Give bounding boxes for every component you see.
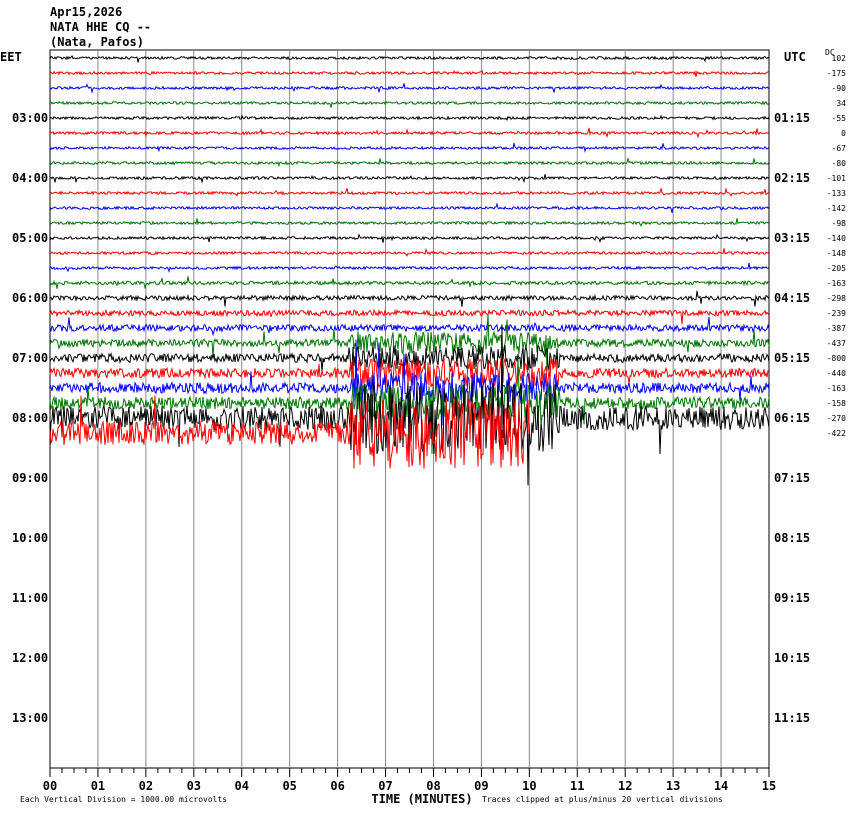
clip-note: Traces clipped at plus/minus 20 vertical…	[482, 795, 723, 804]
trace	[49, 313, 770, 372]
trace	[49, 158, 770, 168]
left-time: 07:00	[12, 351, 48, 365]
trace	[49, 316, 770, 337]
offset-label: -98	[832, 219, 847, 228]
trace	[49, 202, 770, 214]
trace	[49, 344, 770, 372]
offset-label: 102	[832, 54, 847, 63]
left-time: 11:00	[12, 591, 48, 605]
dc-label: DC	[825, 48, 835, 57]
trace	[49, 100, 770, 108]
offset-label: 34	[836, 99, 846, 108]
x-tick-label: 09	[474, 779, 488, 793]
offset-label: -90	[832, 84, 847, 93]
offset-label: -142	[827, 204, 846, 213]
x-tick-label: 15	[762, 779, 776, 793]
date: Apr15,2026	[50, 5, 122, 19]
trace	[49, 55, 770, 63]
left-time: 04:00	[12, 171, 48, 185]
offset-label: -298	[827, 294, 846, 303]
x-tick-label: 00	[43, 779, 57, 793]
trace	[49, 262, 770, 273]
trace	[49, 188, 770, 197]
trace	[49, 83, 770, 94]
x-tick-label: 02	[139, 779, 153, 793]
offset-label: -163	[827, 279, 846, 288]
right-time: 08:15	[774, 531, 810, 545]
offset-label: -175	[827, 69, 846, 78]
x-tick-label: 12	[618, 779, 632, 793]
trace	[49, 308, 770, 325]
right-time: 02:15	[774, 171, 810, 185]
trace	[49, 395, 530, 469]
x-tick-label: 08	[426, 779, 440, 793]
x-tick-label: 07	[378, 779, 392, 793]
right-time: 06:15	[774, 411, 810, 425]
location: (Nata, Pafos)	[50, 35, 144, 49]
right-time: 03:15	[774, 231, 810, 245]
right-time: 07:15	[774, 471, 810, 485]
right-time: 09:15	[774, 591, 810, 605]
left-time: 08:00	[12, 411, 48, 425]
scale-note: Each Vertical Division = 1000.00 microvo…	[20, 795, 227, 804]
station: NATA HHE CQ --	[50, 20, 151, 34]
right-zone: UTC	[784, 50, 806, 64]
offset-label: -239	[827, 309, 846, 318]
trace	[49, 290, 770, 307]
right-time: 10:15	[774, 651, 810, 665]
offset-label: -158	[827, 399, 846, 408]
offset-label: -437	[827, 339, 846, 348]
x-tick-label: 01	[91, 779, 105, 793]
offset-label: -163	[827, 384, 846, 393]
offset-label: -270	[827, 414, 846, 423]
right-time: 11:15	[774, 711, 810, 725]
x-tick-label: 04	[235, 779, 249, 793]
x-tick-label: 03	[187, 779, 201, 793]
right-time: 05:15	[774, 351, 810, 365]
trace	[49, 218, 770, 227]
left-time: 13:00	[12, 711, 48, 725]
offset-label: -387	[827, 324, 846, 333]
offset-label: -55	[832, 114, 847, 123]
x-tick-label: 14	[714, 779, 728, 793]
right-time: 04:15	[774, 291, 810, 305]
left-time: 12:00	[12, 651, 48, 665]
trace	[49, 276, 769, 290]
trace	[49, 142, 770, 154]
left-time: 10:00	[12, 531, 48, 545]
x-tick-label: 11	[570, 779, 584, 793]
left-zone: EET	[0, 50, 22, 64]
offset-label: -80	[832, 159, 847, 168]
offset-label: -101	[827, 174, 846, 183]
offset-label: -67	[832, 144, 847, 153]
offset-label: -440	[827, 369, 846, 378]
x-tick-label: 10	[522, 779, 536, 793]
trace	[49, 233, 770, 244]
offset-label: -148	[827, 249, 846, 258]
trace	[49, 114, 770, 121]
offset-label: 0	[841, 129, 846, 138]
trace	[49, 324, 770, 486]
left-time: 05:00	[12, 231, 48, 245]
trace	[49, 69, 770, 77]
x-tick-label: 06	[330, 779, 344, 793]
trace	[49, 174, 770, 184]
x-tick-label: 05	[282, 779, 296, 793]
left-time: 06:00	[12, 291, 48, 305]
offset-label: -140	[827, 234, 846, 243]
x-tick-label: 13	[666, 779, 680, 793]
trace	[49, 127, 770, 139]
left-time: 03:00	[12, 111, 48, 125]
x-axis-label: TIME (MINUTES)	[371, 792, 472, 806]
offset-label: -422	[827, 429, 846, 438]
trace	[49, 248, 770, 257]
left-time: 09:00	[12, 471, 48, 485]
offset-label: -133	[827, 189, 846, 198]
offset-label: -800	[827, 354, 846, 363]
right-time: 01:15	[774, 111, 810, 125]
trace	[49, 357, 770, 389]
offset-label: -205	[827, 264, 846, 273]
